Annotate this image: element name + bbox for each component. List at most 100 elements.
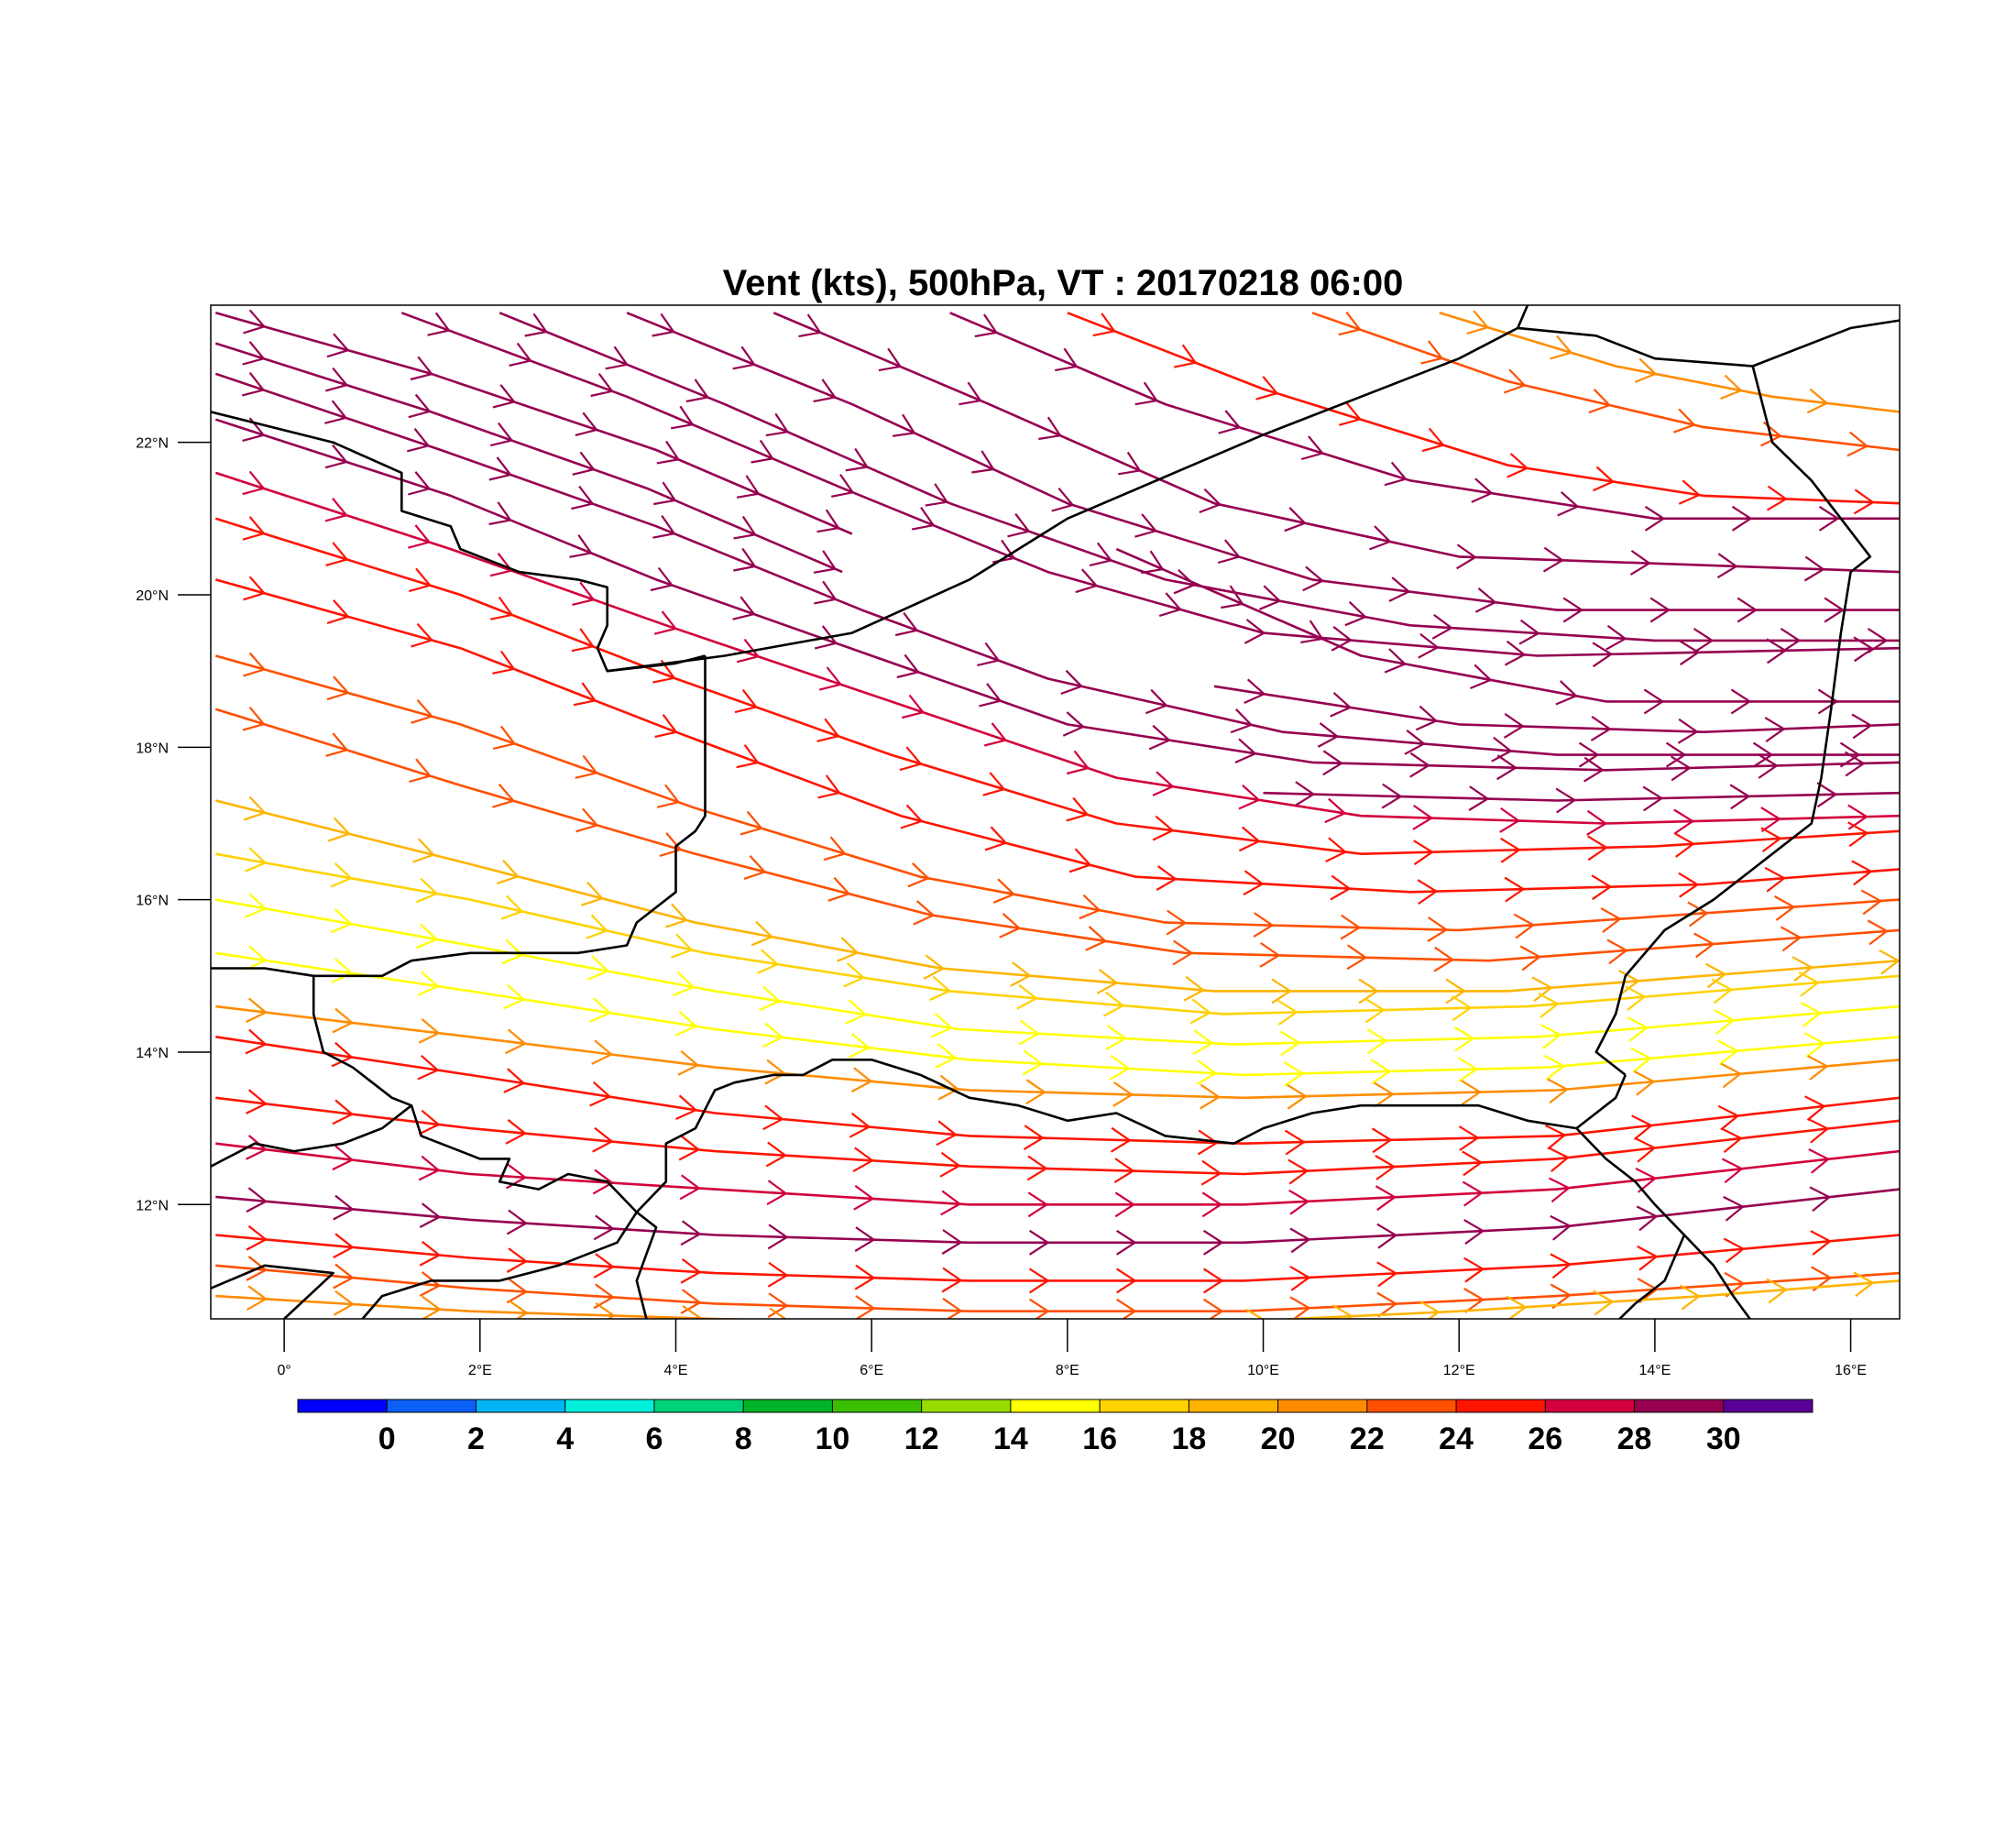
colorbar-label-5: 10 xyxy=(815,1421,849,1456)
streamline-arrowheads-11 xyxy=(243,576,1873,906)
streamline-arrowheads-7 xyxy=(652,313,1846,623)
streamline-21 xyxy=(215,1142,1900,1206)
colorbar: 0 2 4 6 8 10 12 14 16 18 20 22 24 26 28 30 xyxy=(297,1399,1813,1456)
streamline-13 xyxy=(214,708,1900,962)
streamline-arrowheads-5 xyxy=(427,312,1875,668)
y-tick-label-0: 12°N xyxy=(136,1198,169,1213)
y-axis: 12°N 14°N 16°N 18°N 20°N 22°N xyxy=(136,436,211,1213)
streamline-arrowheads-29 xyxy=(1466,310,1829,414)
colorbar-swatch-10 xyxy=(1189,1399,1279,1412)
y-tick-label-3: 18°N xyxy=(136,741,169,756)
colorbar-label-14: 28 xyxy=(1617,1421,1652,1456)
streamline-arrowheads-30 xyxy=(1141,550,1839,715)
streamline-arrowheads-28 xyxy=(1338,311,1869,457)
colorbar-swatch-0 xyxy=(298,1399,388,1412)
country-boundary-3 xyxy=(1594,366,1872,1076)
colorbar-label-0: 0 xyxy=(378,1421,396,1456)
streamline-14 xyxy=(214,799,1900,993)
streamline-arrowheads-32 xyxy=(1294,781,1838,814)
colorbar-swatch-6 xyxy=(832,1399,923,1412)
x-tick-label-0: 0° xyxy=(277,1363,290,1378)
colorbar-swatch-9 xyxy=(1100,1399,1189,1412)
streamline-17 xyxy=(215,951,1900,1077)
colorbar-label-4: 8 xyxy=(735,1421,752,1456)
colorbar-swatch-11 xyxy=(1277,1399,1368,1412)
streamline-arrowheads-18 xyxy=(246,997,1829,1110)
y-tick-label-2: 16°N xyxy=(136,894,169,909)
country-boundary-7 xyxy=(361,1211,638,1319)
streamline-arrowheads-8 xyxy=(798,313,1825,582)
streamline-16 xyxy=(215,898,1900,1046)
colorbar-swatch-8 xyxy=(1010,1399,1101,1412)
streamline-22 xyxy=(215,1188,1900,1245)
streamline-arrowheads-17 xyxy=(245,945,1826,1087)
streamline-arrowheads-25 xyxy=(246,1285,787,1319)
colorbar-label-10: 20 xyxy=(1261,1421,1296,1456)
x-tick-label-5: 10°E xyxy=(1247,1363,1279,1378)
streamline-arrowheads-10 xyxy=(242,516,1869,866)
streamline-10 xyxy=(214,517,1900,855)
x-tick-label-3: 6°E xyxy=(860,1363,883,1378)
country-boundary-4 xyxy=(211,655,707,978)
streamline-19 xyxy=(215,1036,1900,1145)
country-boundary-11 xyxy=(1683,1234,1752,1319)
streamline-25 xyxy=(215,1294,764,1319)
colorbar-swatch-12 xyxy=(1366,1399,1457,1412)
streamline-12 xyxy=(214,654,1900,932)
colorbar-swatch-16 xyxy=(1723,1399,1813,1412)
streamlines-layer xyxy=(214,309,1900,1319)
colorbar-label-11: 22 xyxy=(1350,1421,1385,1456)
colorbar-swatch-4 xyxy=(653,1399,744,1412)
x-tick-label-2: 4°E xyxy=(664,1363,688,1378)
country-boundary-8 xyxy=(211,1264,334,1319)
streamline-28 xyxy=(1311,312,1900,452)
streamline-0 xyxy=(214,312,853,535)
streamline-arrowheads-16 xyxy=(245,893,1823,1057)
country-boundaries-layer xyxy=(211,305,1900,1319)
streamline-arrowheads-23 xyxy=(246,1224,1833,1294)
colorbar-label-1: 2 xyxy=(467,1421,485,1456)
streamline-arrowheads-1 xyxy=(242,341,838,574)
streamline-32 xyxy=(1263,791,1900,802)
colorbar-swatch-13 xyxy=(1456,1399,1546,1412)
colorbar-swatch-2 xyxy=(476,1399,566,1412)
colorbar-swatch-14 xyxy=(1545,1399,1636,1412)
streamline-3 xyxy=(214,418,1900,772)
colorbar-label-15: 30 xyxy=(1706,1421,1741,1456)
colorbar-label-12: 24 xyxy=(1439,1421,1474,1456)
country-boundary-6 xyxy=(410,1104,658,1319)
map-frame xyxy=(210,304,1901,1320)
streamline-arrowheads-19 xyxy=(245,1028,1826,1156)
colorbar-label-8: 16 xyxy=(1082,1421,1117,1456)
streamline-arrowheads-22 xyxy=(246,1186,1832,1256)
streamline-arrowheads-15 xyxy=(245,847,1821,1026)
streamline-arrowheads-6 xyxy=(524,313,1889,653)
streamline-arrowheads-0 xyxy=(243,309,840,533)
streamline-arrowheads-14 xyxy=(243,796,1900,1004)
colorbar-swatch-7 xyxy=(921,1399,1012,1412)
colorbar-label-6: 12 xyxy=(904,1421,939,1456)
colorbar-label-2: 4 xyxy=(556,1421,574,1456)
streamline-7 xyxy=(626,312,1900,611)
colorbar-swatch-1 xyxy=(387,1399,477,1412)
country-boundary-0 xyxy=(211,411,706,673)
y-tick-label-5: 22°N xyxy=(136,436,169,452)
streamline-arrowheads-2 xyxy=(242,372,1861,768)
streamline-5 xyxy=(400,312,1900,657)
country-boundary-10 xyxy=(1575,1127,1686,1319)
colorbar-label-7: 14 xyxy=(993,1421,1028,1456)
colorbar-label-13: 26 xyxy=(1528,1421,1562,1456)
country-boundary-5 xyxy=(211,975,413,1168)
x-tick-label-7: 14°E xyxy=(1638,1363,1671,1378)
x-tick-label-4: 8°E xyxy=(1056,1363,1079,1378)
streamline-arrowheads-12 xyxy=(243,652,1883,942)
streamline-arrowheads-13 xyxy=(242,706,1890,972)
streamline-20 xyxy=(215,1096,1900,1176)
streamline-arrowheads-27 xyxy=(1092,313,1875,515)
y-tick-label-4: 20°N xyxy=(136,588,169,604)
colorbar-label-9: 18 xyxy=(1171,1421,1206,1456)
streamline-arrowheads-9 xyxy=(974,313,1840,532)
streamline-arrowheads-21 xyxy=(246,1135,1831,1218)
country-boundary-9 xyxy=(635,1059,1627,1213)
